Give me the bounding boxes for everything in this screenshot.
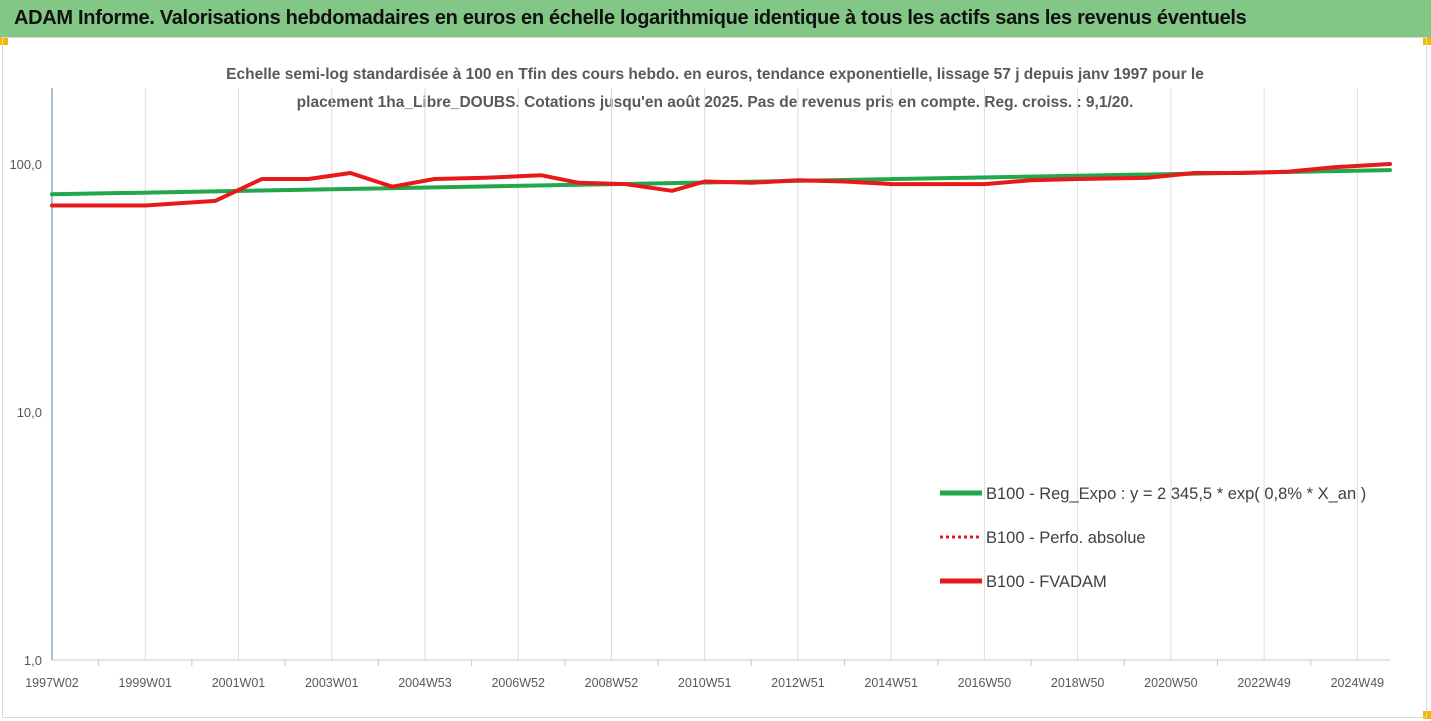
x-tick-label: 1997W02 [25, 676, 79, 690]
corner-marker [0, 37, 8, 45]
x-tick-label: 2022W49 [1237, 676, 1291, 690]
chart-frame [2, 37, 1427, 718]
x-tick-label: 2012W51 [771, 676, 825, 690]
y-tick-label: 1,0 [24, 653, 42, 668]
x-tick-label: 2001W01 [212, 676, 266, 690]
legend-label: B100 - FVADAM [986, 573, 1107, 591]
report-title: ADAM Informe. Valorisations hebdomadaire… [14, 7, 1247, 29]
x-tick-label: 2016W50 [958, 676, 1012, 690]
y-tick-label: 10,0 [17, 405, 42, 420]
corner-marker [1423, 711, 1431, 719]
y-tick-label: 100,0 [9, 157, 42, 172]
report-header: ADAM Informe. Valorisations hebdomadaire… [0, 0, 1431, 37]
legend-label: B100 - Perfo. absolue [986, 529, 1146, 547]
chart-title-line-2: placement 1ha_Libre_DOUBS. Cotations jus… [296, 94, 1134, 111]
x-tick-label: 1999W01 [118, 676, 172, 690]
x-tick-label: 2018W50 [1051, 676, 1105, 690]
chart-title-line-1: Echelle semi-log standardisée à 100 en T… [226, 66, 1204, 83]
x-tick-label: 2006W52 [491, 676, 545, 690]
series-line-fvadam [50, 162, 1392, 208]
x-tick-label: 2014W51 [864, 676, 918, 690]
x-tick-label: 2003W01 [305, 676, 359, 690]
x-tick-label: 2024W49 [1331, 676, 1385, 690]
x-tick-label: 2010W51 [678, 676, 732, 690]
x-tick-label: 2008W52 [585, 676, 639, 690]
legend-label: B100 - Reg_Expo : y = 2 345,5 * exp( 0,8… [986, 485, 1366, 503]
x-tick-label: 2004W53 [398, 676, 452, 690]
corner-marker [1423, 37, 1431, 45]
x-tick-label: 2020W50 [1144, 676, 1198, 690]
